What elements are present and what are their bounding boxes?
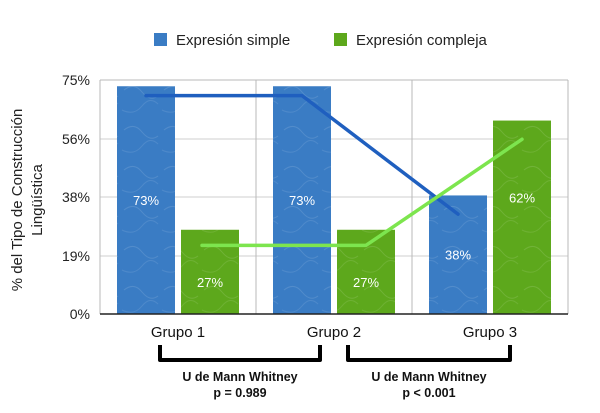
plot-area	[99, 79, 569, 314]
trend-line-simple	[144, 93, 460, 216]
legend-swatch-simple	[154, 33, 167, 46]
comparison-bracket-1-2: U de Mann Whitney p = 0.989	[158, 345, 322, 400]
bracket-shape	[158, 345, 322, 362]
y-tick-label: 19%	[62, 248, 90, 264]
bar-texture	[117, 86, 175, 315]
bar-value-label: 73%	[133, 193, 159, 208]
bar-value-label: 62%	[509, 190, 535, 205]
bracket-test-label: U de Mann Whitney	[371, 370, 486, 384]
legend: Expresión simple Expresión compleja	[154, 32, 488, 49]
legend-label-compleja: Expresión compleja	[356, 32, 488, 49]
bar-texture	[493, 120, 551, 314]
trend-line-compleja	[200, 137, 524, 248]
bar-texture	[181, 229, 239, 314]
bar-value-label: 38%	[445, 248, 471, 263]
y-tick-label: 0%	[70, 306, 90, 322]
trend-lines-layer	[144, 93, 524, 248]
x-category-label: Grupo 1	[151, 324, 205, 341]
y-tick-label: 75%	[62, 72, 90, 88]
comparison-bracket-2-3: U de Mann Whitney p < 0.001	[346, 345, 512, 400]
bracket-shape	[346, 345, 512, 362]
bracket-p-value: p < 0.001	[402, 386, 455, 400]
bar-texture	[337, 229, 395, 314]
x-category-label: Grupo 2	[307, 324, 361, 341]
bar-texture	[273, 86, 331, 315]
x-category-label: Grupo 3	[463, 324, 517, 341]
data-labels-layer: 73% 27% 73% 27% 38% 62%	[133, 190, 535, 290]
y-tick-label: 56%	[62, 131, 90, 147]
bracket-test-label: U de Mann Whitney	[182, 370, 297, 384]
legend-label-simple: Expresión simple	[176, 32, 290, 49]
bar-value-label: 27%	[197, 275, 223, 290]
legend-swatch-compleja	[334, 33, 347, 46]
y-axis-title-line1: % del Tipo de Construcción	[9, 109, 26, 292]
bar-value-label: 27%	[353, 275, 379, 290]
bracket-p-value: p = 0.989	[213, 386, 266, 400]
bar-value-label: 73%	[289, 193, 315, 208]
bars-layer	[117, 86, 551, 315]
y-axis-title-line2: Lingüística	[29, 163, 46, 235]
y-tick-label: 38%	[62, 189, 90, 205]
